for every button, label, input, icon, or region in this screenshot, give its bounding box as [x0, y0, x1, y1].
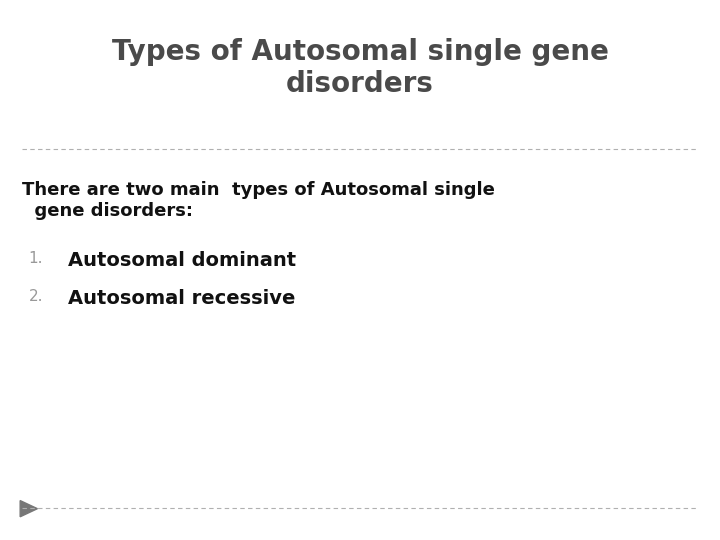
Text: There are two main  types of Autosomal single
  gene disorders:: There are two main types of Autosomal si… [22, 181, 495, 220]
Text: 2.: 2. [29, 289, 43, 304]
Polygon shape [20, 501, 37, 517]
Text: Types of Autosomal single gene
disorders: Types of Autosomal single gene disorders [112, 38, 608, 98]
Text: Autosomal recessive: Autosomal recessive [68, 289, 296, 308]
Text: 1.: 1. [29, 251, 43, 266]
Text: Autosomal dominant: Autosomal dominant [68, 251, 297, 270]
